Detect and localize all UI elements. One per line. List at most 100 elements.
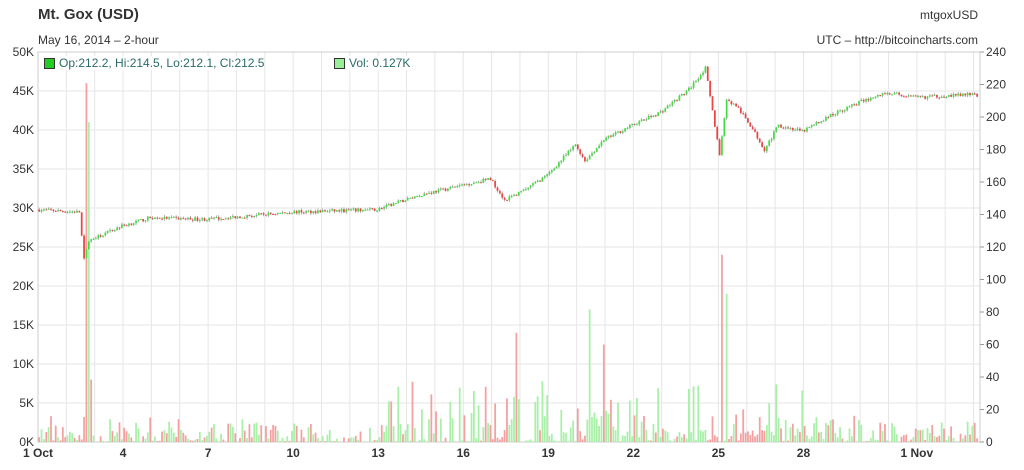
legend-ohlc: Op:212.2, Hi:214.5, Lo:212.1, Cl:212.5 bbox=[44, 56, 265, 70]
candle-body bbox=[669, 105, 671, 107]
candle-body bbox=[317, 210, 319, 214]
volume-bar bbox=[964, 435, 967, 442]
candle-body bbox=[217, 217, 220, 220]
volume-bar bbox=[208, 431, 211, 442]
candle-body bbox=[799, 128, 801, 131]
volume-bar bbox=[279, 440, 282, 442]
candle-body bbox=[482, 178, 485, 183]
candle-body bbox=[189, 217, 192, 220]
candle-body bbox=[555, 166, 558, 169]
candle-body bbox=[470, 184, 473, 186]
candle-body bbox=[541, 177, 544, 182]
volume-bar bbox=[350, 437, 352, 442]
candle-body bbox=[602, 140, 605, 142]
volume-bar bbox=[959, 433, 962, 442]
candle-body bbox=[213, 217, 215, 219]
candle-body bbox=[692, 82, 695, 88]
volume-bar bbox=[435, 411, 437, 442]
candle-body bbox=[125, 225, 128, 227]
volume-bar bbox=[269, 429, 272, 442]
candle-body bbox=[706, 66, 709, 81]
volume-bar bbox=[331, 440, 334, 442]
volume-bar bbox=[612, 426, 615, 442]
volume-bar bbox=[66, 435, 69, 442]
volume-bar bbox=[676, 436, 678, 442]
candle-body bbox=[744, 113, 747, 119]
volume-bar bbox=[874, 439, 877, 442]
volume-bar bbox=[413, 428, 416, 442]
candle-body bbox=[340, 209, 343, 212]
candle-body bbox=[591, 153, 593, 156]
volume-bar bbox=[550, 433, 553, 442]
volume-bar bbox=[692, 386, 695, 442]
volume-bar bbox=[768, 403, 771, 442]
candle-body bbox=[581, 154, 584, 158]
candle-body bbox=[867, 98, 870, 101]
volume-bar bbox=[302, 437, 305, 442]
candle-body bbox=[872, 97, 875, 99]
candle-body bbox=[40, 209, 43, 212]
candle-body bbox=[593, 151, 596, 154]
candle-body bbox=[907, 95, 910, 97]
candle-body bbox=[85, 249, 88, 259]
candle-body bbox=[614, 132, 617, 135]
volume-bar bbox=[203, 437, 206, 442]
candle-body bbox=[858, 100, 860, 106]
volume-bar bbox=[685, 438, 688, 442]
volume-bar bbox=[487, 422, 489, 442]
candle-body bbox=[291, 213, 293, 215]
volume-bar bbox=[758, 417, 761, 442]
volume-bar bbox=[900, 436, 903, 442]
candle-body bbox=[404, 200, 407, 203]
volume-bar bbox=[548, 436, 551, 442]
candle-body bbox=[534, 181, 537, 184]
candle-body bbox=[855, 104, 858, 106]
candle-body bbox=[418, 196, 421, 198]
candle-body bbox=[73, 211, 76, 213]
candle-body bbox=[716, 126, 719, 140]
candle-body bbox=[104, 232, 107, 236]
candle-body bbox=[411, 197, 414, 199]
volume-bar bbox=[260, 425, 263, 442]
candle-body bbox=[628, 124, 631, 129]
candle-body bbox=[879, 95, 882, 97]
volume-bar bbox=[600, 416, 603, 442]
candle-body bbox=[491, 180, 494, 182]
candle-body bbox=[962, 93, 964, 97]
volume-bar bbox=[928, 432, 931, 442]
candle-body bbox=[130, 223, 133, 225]
volume-bar bbox=[683, 434, 686, 442]
volume-bar bbox=[532, 441, 534, 442]
volume-bar bbox=[867, 441, 870, 442]
candle-body bbox=[120, 224, 123, 229]
volume-bar bbox=[461, 440, 463, 442]
candle-body bbox=[822, 120, 825, 122]
volume-bar bbox=[825, 422, 827, 442]
candle-body bbox=[269, 212, 272, 215]
candle-body bbox=[853, 104, 856, 106]
volume-bar bbox=[647, 440, 650, 442]
volume-bar bbox=[274, 425, 277, 442]
volume-bar bbox=[83, 416, 85, 442]
candle-body bbox=[803, 129, 806, 132]
candle-body bbox=[506, 199, 508, 201]
volume-bar bbox=[180, 429, 182, 442]
candle-body bbox=[827, 117, 830, 119]
volume-bar bbox=[860, 424, 863, 442]
candle-body bbox=[834, 114, 837, 116]
chart-subtitle: May 16, 2014 – 2-hour bbox=[38, 33, 159, 47]
candle-body bbox=[529, 185, 532, 188]
volume-bar bbox=[796, 428, 799, 442]
candle-body bbox=[406, 197, 409, 201]
candle-body bbox=[78, 210, 81, 213]
candle-body bbox=[758, 138, 761, 143]
volume-bar bbox=[234, 433, 237, 442]
volume-bar bbox=[973, 422, 976, 442]
volume-bar bbox=[924, 440, 926, 442]
volume-bar bbox=[276, 430, 279, 442]
volume-bar bbox=[666, 432, 669, 442]
volume-bar bbox=[628, 400, 631, 442]
candle-body bbox=[498, 190, 501, 194]
volume-bar bbox=[373, 440, 376, 442]
